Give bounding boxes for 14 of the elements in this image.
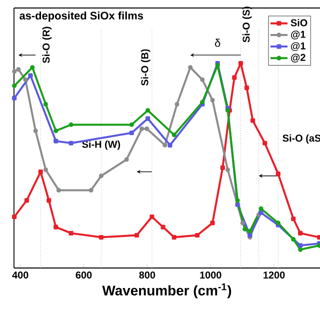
legend-label: SiO	[290, 18, 308, 26]
ref-line-label: Si-O (B)	[140, 49, 150, 86]
legend-label: @2	[291, 54, 306, 62]
x-tick-label: 1200	[264, 272, 285, 279]
x-tick-label: 1000	[200, 272, 222, 279]
x-axis-title: Wavenumber (cm$^{-1}$)	[102, 283, 232, 298]
ref-line-label: Si-O (R)	[42, 26, 52, 64]
chart-title: as-deposited SiOx films	[20, 11, 144, 22]
x-tick-label: 600	[76, 272, 92, 279]
x-tick-label: 800	[139, 272, 156, 279]
legend-label: @1	[291, 42, 306, 51]
x-tick-label: 400	[12, 272, 28, 279]
text: δ	[214, 38, 220, 47]
legend-label: @1	[291, 30, 306, 40]
